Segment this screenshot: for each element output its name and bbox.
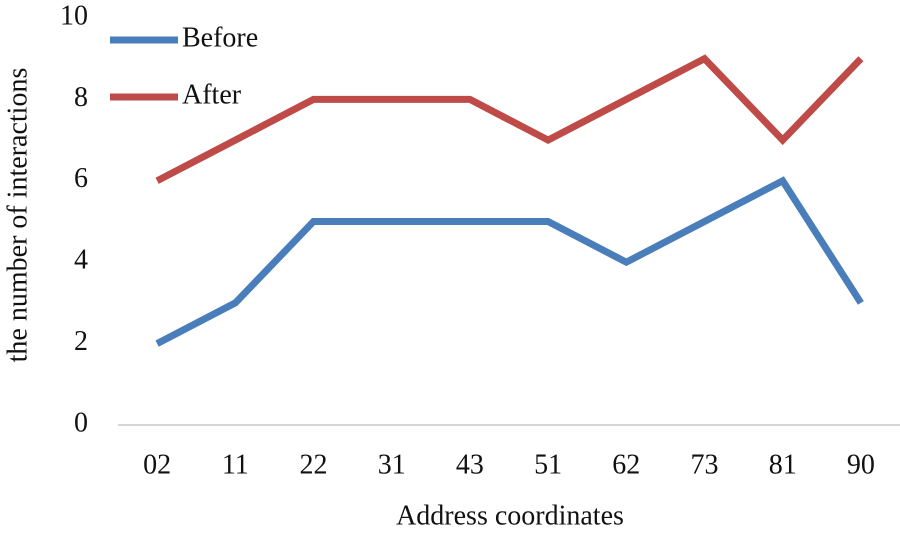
x-tick-label: 90 [847, 449, 875, 480]
y-tick-label: 8 [74, 82, 88, 113]
legend-label: Before [182, 22, 258, 53]
x-axis-title: Address coordinates [396, 500, 624, 531]
y-tick-label: 4 [74, 245, 88, 276]
x-tick-label: 62 [612, 449, 640, 480]
x-tick-label: 11 [222, 449, 249, 480]
x-tick-label: 02 [143, 449, 171, 480]
y-tick-label: 10 [60, 0, 88, 31]
x-tick-label: 22 [300, 449, 328, 480]
x-tick-label: 43 [456, 449, 484, 480]
y-axis-title: the number of interactions [2, 68, 33, 363]
x-tick-label: 31 [378, 449, 406, 480]
x-tick-label: 81 [769, 449, 797, 480]
data-line [155, 54, 864, 184]
data-line [155, 176, 864, 347]
x-tick-label: 73 [691, 449, 719, 480]
y-tick-label: 0 [74, 407, 88, 438]
legend-label: After [182, 79, 242, 110]
x-tick-label: 51 [534, 449, 562, 480]
y-tick-label: 2 [74, 326, 88, 357]
y-tick-label: 6 [74, 163, 88, 194]
